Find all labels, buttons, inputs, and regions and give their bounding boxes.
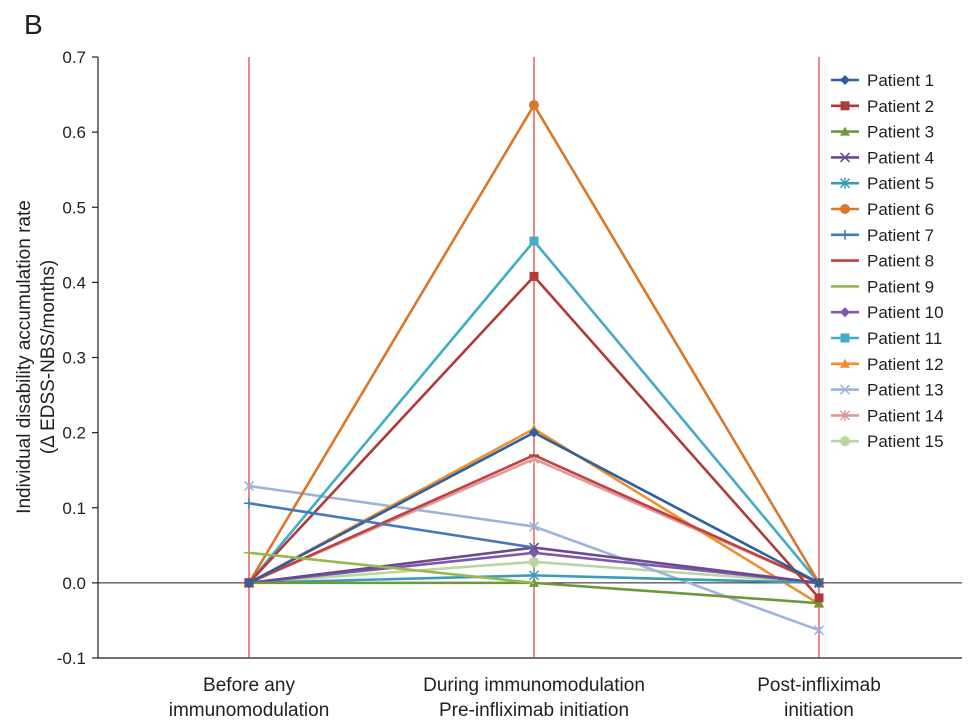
legend-item: Patient 15	[831, 432, 944, 451]
axes: -0.1 0.0 0.1 0.2 0.3 0.4 0.5 0.6 0.7 Before any im…	[57, 48, 962, 721]
legend-item: Patient 1	[831, 71, 934, 90]
data-point	[244, 577, 254, 588]
data-point	[813, 625, 825, 636]
y-axis-title-line2: (Δ EDSS-NBS/months)	[38, 260, 59, 454]
legend-item: Patient 12	[831, 355, 944, 374]
data-point	[529, 427, 539, 438]
legend-label: Patient 2	[867, 97, 934, 116]
data-point	[529, 556, 539, 567]
legend-marker	[840, 101, 850, 111]
data-point	[243, 480, 255, 492]
legend-marker	[839, 177, 851, 189]
legend-label: Patient 5	[867, 174, 934, 193]
y-tick-label: 0.1	[62, 499, 86, 518]
legend-item: Patient 13	[831, 381, 944, 400]
data-point	[529, 100, 539, 111]
y-tick-label: 0.5	[62, 198, 86, 217]
x-category-label: Pre-infliximab initiation	[439, 700, 629, 721]
data-point	[814, 593, 824, 603]
data-point	[814, 598, 824, 608]
data-point	[528, 521, 540, 532]
legend-marker	[839, 409, 851, 421]
legend-item: Patient 8	[831, 252, 934, 271]
series-patient-1	[244, 427, 824, 588]
category-reference-lines	[248, 57, 820, 658]
legend-label: Patient 15	[867, 432, 944, 451]
legend-item: Patient 4	[831, 148, 934, 167]
legend-item: Patient 9	[831, 277, 934, 296]
y-tick-label: 0.4	[62, 273, 86, 292]
x-category-label: Post-infliximab	[757, 675, 881, 696]
series-trend-line	[248, 551, 535, 585]
series-trend-line	[248, 501, 535, 549]
x-category-label: Before any	[203, 675, 295, 696]
legend-item: Patient 5	[831, 174, 934, 193]
y-tick-label: 0.6	[62, 123, 86, 142]
legend-item: Patient 7	[831, 226, 934, 245]
y-tick-label: 0.0	[62, 574, 86, 593]
legend-label: Patient 3	[867, 123, 934, 142]
x-category-label: immunomodulation	[169, 700, 330, 721]
legend-item: Patient 2	[831, 97, 934, 116]
x-category-label: initiation	[784, 700, 854, 721]
legend-item: Patient 6	[831, 200, 934, 219]
legend-marker	[839, 152, 851, 163]
legend-marker	[840, 204, 850, 214]
legend-label: Patient 8	[867, 252, 934, 271]
legend-marker	[840, 436, 850, 447]
legend-label: Patient 7	[867, 226, 934, 245]
legend-marker	[840, 229, 850, 240]
legend-label: Patient 12	[867, 355, 944, 374]
panel-letter: B	[24, 9, 43, 40]
legend-marker	[840, 307, 850, 318]
legend: Patient 1 Patient 2 Patient 3 Patient 4 Pati…	[831, 71, 944, 451]
legend-marker	[840, 75, 850, 85]
legend-marker	[839, 384, 851, 395]
legend-label: Patient 6	[867, 200, 934, 219]
data-point	[529, 236, 539, 246]
y-axis-title-line1: Individual disability accumulation rate	[14, 200, 35, 514]
data-point	[529, 271, 539, 281]
legend-item: Patient 14	[831, 406, 944, 425]
legend-item: Patient 10	[831, 303, 944, 322]
legend-label: Patient 1	[867, 71, 934, 90]
series-layer	[243, 100, 825, 636]
legend-label: Patient 11	[867, 329, 942, 348]
legend-item: Patient 3	[831, 123, 934, 142]
legend-marker	[840, 333, 850, 343]
y-tick-label: -0.1	[57, 649, 86, 668]
x-category-label: During immunomodulation	[423, 675, 645, 696]
legend-marker	[840, 126, 850, 136]
legend-label: Patient 13	[867, 381, 944, 400]
legend-item: Patient 11	[831, 329, 942, 348]
legend-marker	[840, 358, 850, 368]
data-point	[529, 547, 539, 558]
legend-label: Patient 10	[867, 303, 944, 322]
data-point	[814, 577, 824, 588]
legend-label: Patient 9	[867, 277, 934, 296]
legend-label: Patient 14	[867, 406, 944, 425]
y-axis-title: Individual disability accumulation rate …	[14, 200, 59, 514]
legend-label: Patient 4	[867, 148, 934, 167]
y-tick-label: 0.7	[62, 48, 86, 67]
y-tick-label: 0.3	[62, 349, 86, 368]
y-tick-label: 0.2	[62, 424, 86, 443]
